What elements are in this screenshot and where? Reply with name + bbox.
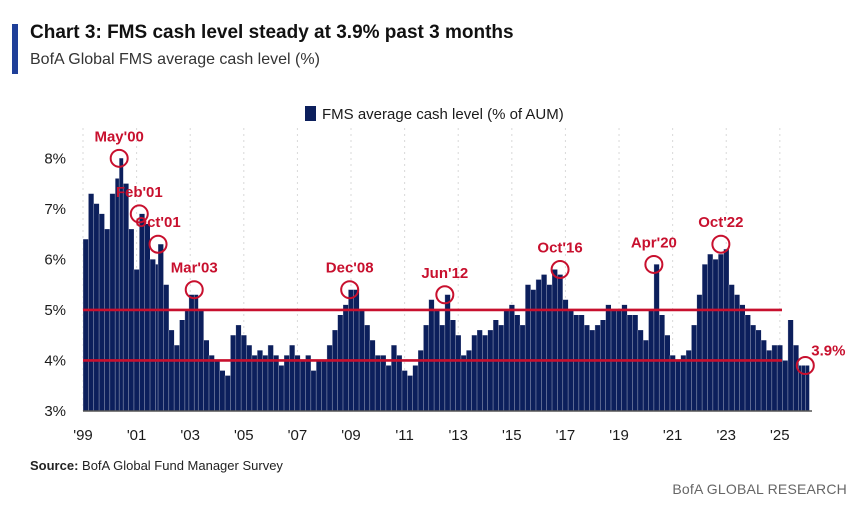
source-note: Source: BofA Global Fund Manager Survey [30, 458, 283, 473]
annotation-label-5: Jun'12 [421, 265, 468, 282]
annotation-label-7: Apr'20 [631, 234, 677, 251]
annotation-circle-8 [711, 234, 731, 254]
legend-swatch [305, 106, 316, 121]
source-text: BofA Global Fund Manager Survey [82, 458, 283, 473]
annotation-circle-5 [435, 285, 455, 305]
annotation-circle-6 [550, 260, 570, 279]
annotation-label-2: Oct'01 [135, 214, 180, 231]
source-label: Source: [30, 458, 79, 473]
annotation-circle-7 [644, 254, 664, 274]
chart-legend: FMS average cash level (% of AUM) [305, 106, 564, 123]
x-tick-label-6: '11 [395, 427, 413, 444]
title-accent-bar [12, 24, 18, 74]
y-tick-label-3: 6% [44, 251, 66, 268]
annotation-circle-2 [148, 234, 168, 254]
annotation-circle-0 [109, 148, 129, 168]
x-tick-label-10: '19 [609, 427, 629, 444]
annotation-label-4: Dec'08 [326, 260, 374, 277]
annotation-label-3: Mar'03 [171, 260, 218, 277]
annotation-circle-1 [129, 204, 149, 224]
x-tick-label-2: '03 [180, 427, 200, 444]
annotation-circle-4 [340, 280, 360, 300]
y-tick-label-1: 4% [44, 352, 66, 369]
x-tick-label-3: '05 [234, 427, 254, 444]
x-tick-label-9: '17 [556, 427, 576, 444]
x-tick-label-13: '25 [770, 427, 790, 444]
annotation-label-6: Oct'16 [537, 240, 582, 257]
x-tick-label-5: '09 [341, 427, 361, 444]
chart-subtitle: BofA Global FMS average cash level (%) [30, 51, 320, 68]
annotation-label-8: Oct'22 [698, 214, 743, 231]
cash-level-bars [83, 158, 810, 411]
y-tick-label-0: 3% [44, 403, 66, 420]
legend-label: FMS average cash level (% of AUM) [322, 106, 564, 123]
x-tick-label-12: '23 [716, 427, 736, 444]
x-tick-label-11: '21 [663, 427, 683, 444]
x-tick-label-1: '01 [127, 427, 147, 444]
annotation-circle-3 [184, 280, 204, 300]
x-tick-label-7: '13 [448, 427, 468, 444]
x-tick-label-8: '15 [502, 427, 522, 444]
annotation-label-1: Feb'01 [116, 184, 163, 201]
annotation-circle-9 [795, 356, 815, 376]
x-tick-label-4: '07 [288, 427, 308, 444]
brand-footer: BofA GLOBAL RESEARCH [672, 481, 847, 497]
chart-title: Chart 3: FMS cash level steady at 3.9% p… [30, 22, 514, 43]
annotation-label-0: May'00 [94, 128, 143, 145]
annotation-label-9: 3.9% [811, 343, 845, 360]
x-tick-label-0: '99 [73, 427, 93, 444]
y-tick-label-4: 7% [44, 201, 66, 218]
y-tick-label-5: 8% [44, 150, 66, 167]
y-tick-label-2: 5% [44, 302, 66, 319]
